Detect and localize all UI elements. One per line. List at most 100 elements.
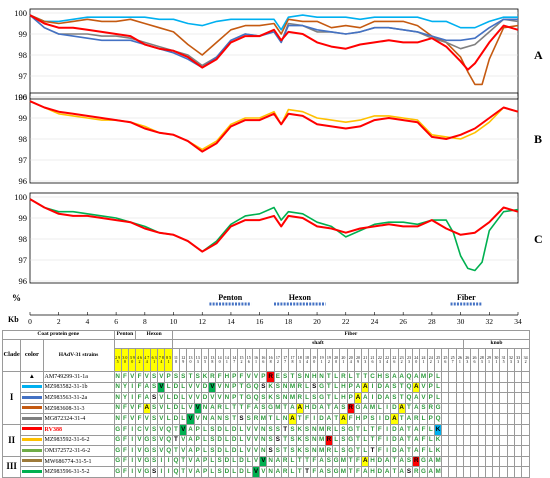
position-label: 19 0 xyxy=(310,348,319,372)
residue-cell: T xyxy=(280,402,290,415)
y-tick-label: 99 xyxy=(19,29,28,39)
residue-cell: T xyxy=(266,413,275,425)
residue-cell: N xyxy=(215,413,224,425)
x-tick-label: 32 xyxy=(486,317,494,326)
position-label: 17 7 xyxy=(280,348,290,372)
residue-cell: P xyxy=(346,392,355,404)
residue-cell: G xyxy=(113,434,122,447)
residue-cell: S xyxy=(273,423,283,436)
residue-cell xyxy=(492,466,501,478)
residue-cell: T xyxy=(230,402,239,415)
residue-cell: A xyxy=(353,392,363,404)
position-label: 2 9 5 xyxy=(113,348,122,372)
residue-cell: T xyxy=(353,445,363,457)
residue-cell: F xyxy=(375,434,384,447)
position-label: 13 3 xyxy=(193,348,202,372)
residue-cell xyxy=(484,466,494,478)
residue-cell: V xyxy=(215,381,224,394)
residue-cell: V xyxy=(186,466,195,478)
color-swatch-cell xyxy=(20,392,44,404)
residue-cell: S xyxy=(208,445,217,457)
clade-label: II xyxy=(1,423,22,457)
residue-cell: A xyxy=(288,402,297,415)
residue-cell: A xyxy=(382,455,392,468)
residue-cell: G xyxy=(353,402,363,415)
residue-cell xyxy=(492,381,501,394)
residue-cell: D xyxy=(215,434,224,447)
residue-cell: A xyxy=(324,413,334,425)
line-charts: 96 97 98 99 100 A 96 97 98 99 100 B 96 97 98 99 100 C 0… xyxy=(8,8,543,326)
residue-cell: S xyxy=(149,381,159,394)
position-label: 16 6 xyxy=(259,348,268,372)
residue-cell: M xyxy=(433,466,443,478)
residue-cell: A xyxy=(397,434,406,447)
residue-cell: A xyxy=(382,466,392,478)
residue-cell: S xyxy=(310,392,319,404)
residue-cell: S xyxy=(149,434,159,447)
series-color-swatch xyxy=(21,438,42,442)
residue-cell xyxy=(506,413,516,425)
residue-cell: A xyxy=(331,402,341,415)
residue-cell: P xyxy=(200,455,210,468)
series-color-swatch xyxy=(21,448,42,452)
position-label: 24 1 xyxy=(419,348,428,372)
position-label: 18 4 xyxy=(302,348,312,372)
residue-cell: A xyxy=(317,455,326,468)
residue-cell: G xyxy=(317,392,326,404)
residue-cell: V xyxy=(179,434,188,447)
residue-cell: R xyxy=(295,381,304,394)
residue-cell: S xyxy=(266,445,275,457)
position-label: 21 3 xyxy=(361,348,370,372)
chart-panel-b: 96 97 98 99 100 B xyxy=(14,92,542,186)
residue-cell: S xyxy=(259,381,268,394)
position-label: 26 3 xyxy=(463,348,472,372)
residue-cell: A xyxy=(426,455,435,468)
residue-cell: M xyxy=(288,392,297,404)
residue-cell: F xyxy=(353,455,363,468)
residue-cell: T xyxy=(390,455,399,468)
residue-cell xyxy=(492,445,501,457)
residue-cell xyxy=(463,445,472,457)
color-swatch-cell xyxy=(20,381,44,394)
strain-name: RV388 xyxy=(42,423,115,436)
y-tick-label: 96 xyxy=(19,92,28,102)
residue-cell: G xyxy=(113,423,122,436)
residue-cell: P xyxy=(361,413,370,425)
residue-cell xyxy=(506,445,516,457)
residue-cell: K xyxy=(295,445,304,457)
residue-cell: L xyxy=(426,445,435,457)
residue-cell: I xyxy=(128,455,137,468)
residue-cell: A xyxy=(317,402,326,415)
residue-cell: R xyxy=(295,392,304,404)
residue-cell: L xyxy=(426,423,435,436)
residue-cell xyxy=(499,445,508,457)
residue-cell: D xyxy=(237,455,246,468)
residue-cell: N xyxy=(310,434,319,447)
position-label: 7 8 4 xyxy=(157,348,166,372)
residue-cell: T xyxy=(179,455,188,468)
strain-name: MZ983563-31-2a xyxy=(42,392,115,404)
residue-cell: T xyxy=(353,434,363,447)
residue-cell xyxy=(455,402,465,415)
gene-label: Penton xyxy=(218,293,243,302)
panel-frame xyxy=(29,192,519,284)
residue-cell xyxy=(441,423,450,436)
position-label: 3 0 0 xyxy=(120,348,130,372)
residue-cell: A xyxy=(208,413,217,425)
residue-cell: V xyxy=(142,413,151,425)
position-label: 4 7 4 xyxy=(142,348,151,372)
shared-x-axis: 0 2 4 6 8 10 12 14 16 18 20 22 24 26 28 30 32 34%Kb xyxy=(8,293,522,326)
residue-cell: N xyxy=(113,371,122,383)
residue-cell: I xyxy=(310,413,319,425)
residue-cell: T xyxy=(280,434,290,447)
residue-cell xyxy=(455,466,465,478)
residue-cell: A xyxy=(382,381,392,394)
table-row: MZ983582-31-1b N Y I F A S V L D L V V D V V N P T G Q S K S N M R… xyxy=(3,381,530,394)
residue-cell: R xyxy=(412,413,421,425)
residue-cell: H xyxy=(222,371,232,383)
residue-cell xyxy=(477,466,486,478)
residue-cell: G xyxy=(142,434,151,447)
residue-cell: T xyxy=(302,455,312,468)
residue-cell: A xyxy=(390,371,399,383)
residue-cell xyxy=(499,402,508,415)
